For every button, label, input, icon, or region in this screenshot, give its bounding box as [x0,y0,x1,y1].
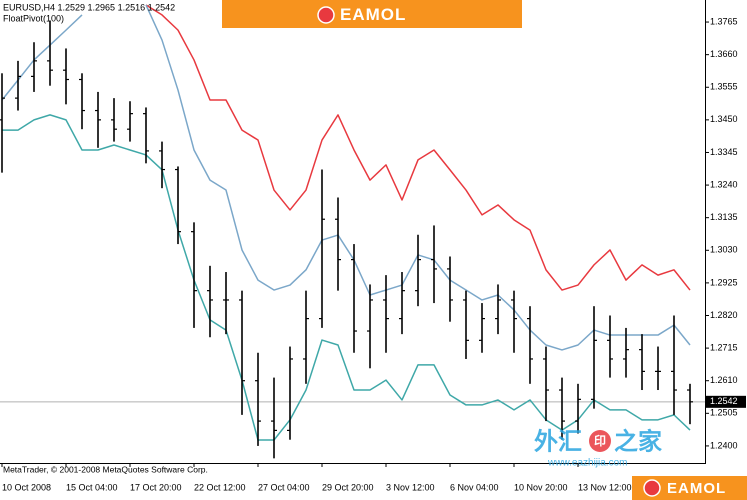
ohlc-bar [511,290,517,353]
y-tick-label: 1.3450 [710,114,738,124]
x-tick-label: 10 Oct 2008 [2,482,51,492]
y-tick-label: 1.3660 [710,49,738,59]
ohlc-bar [47,20,53,86]
indicator-name: FloatPivot(100) [3,13,64,23]
banner-logo: EAMOL [340,5,406,24]
ohlc-bar [527,306,533,384]
ohlc-bar [559,377,565,440]
ohlc-bar [127,101,133,142]
y-tick-label: 1.2715 [710,342,738,352]
ohlc-bar [143,107,149,164]
symbol-header: EURUSD,H4 1.2529 1.2965 1.2516 1.2542 [3,2,175,12]
ohlc-bar [623,327,629,378]
ohlc-bar [15,60,21,111]
y-tick-label: 1.2400 [710,440,738,450]
y-tick-label: 1.3240 [710,179,738,189]
x-tick-label: 10 Nov 20:00 [514,482,568,492]
ohlc-bar [431,225,437,304]
ohlc-bar [159,141,165,189]
seal-circle [589,430,611,452]
current-price-label: 1.2542 [710,396,738,406]
ohlc-bar [255,352,261,446]
y-tick-label: 1.3555 [710,82,738,92]
ohlc-bar [639,334,645,391]
ohlc-bar [335,197,341,291]
footer-logo-icon [643,479,661,497]
ohlc-bar [31,42,37,92]
ohlc-bar [239,290,245,415]
ohlc-bar [463,290,469,359]
watermark-left: 外汇 [534,427,582,455]
x-tick-label: 15 Oct 04:00 [66,482,118,492]
copyright: MetaTrader, © 2001-2008 MetaQuotes Softw… [3,464,208,474]
y-tick-label: 1.3765 [710,16,738,26]
ohlc-bar [447,256,453,322]
ohlc-bar [687,383,693,425]
banner-background [222,0,522,28]
y-tick-label: 1.3135 [710,212,738,222]
ohlc-bar [415,234,421,307]
watermark-right: 之家 [614,427,662,455]
ohlc-bar [95,91,101,148]
top-banner: EAMOL [222,0,522,28]
y-tick-label: 1.3345 [710,147,738,157]
ohlc-bar [207,265,213,338]
ohlc-bar [367,284,373,369]
watermark-seal: 印 [594,434,606,448]
ohlc-bar [223,272,229,335]
y-tick-label: 1.2820 [710,310,738,320]
x-tick-label: 13 Nov 12:00 [578,482,632,492]
x-tick-label: 29 Oct 20:00 [322,482,374,492]
y-tick-label: 1.2925 [710,277,738,287]
pivot-line [145,4,691,291]
ohlc-bar [655,346,661,391]
ohlc-bar [175,166,181,245]
ohlc-bar [399,272,405,335]
ohlc-bar [591,306,597,409]
ohlc-bar [303,290,309,384]
x-tick-label: 3 Nov 12:00 [386,482,435,492]
x-tick-label: 22 Oct 12:00 [194,482,246,492]
x-tick-label: 6 Nov 04:00 [450,482,499,492]
ohlc-bar [287,346,293,440]
ohlc-bar [575,383,581,434]
watermark-url: www.eazhijia.com [547,458,627,469]
y-tick-label: 1.2610 [710,375,738,385]
ohlc-bar [0,73,5,173]
plot-area [0,4,705,459]
x-tick-label: 27 Oct 04:00 [258,482,310,492]
ohlc-bar [351,244,357,353]
ohlc-bar [111,98,117,142]
footer-logo: EAMOL [667,480,726,497]
x-tick-label: 17 Oct 20:00 [130,482,182,492]
ohlc-bar [63,48,69,105]
y-tick-label: 1.2505 [710,408,738,418]
ohlc-bar [543,346,549,422]
ohlc-bar [607,315,613,378]
current-price-box [706,395,746,408]
ohlc-bar [271,377,277,459]
watermark: 外汇 印 之家 www.eazhijia.com [534,427,662,468]
ohlc-bar [383,275,389,353]
logo-icon [317,6,335,24]
pivot-line [1,14,83,101]
ohlc-bar [191,222,197,328]
ohlc-bar [671,315,677,415]
ohlc-bar [479,303,485,353]
ohlc-bar [495,284,501,335]
y-tick-label: 1.3030 [710,245,738,255]
ohlc-bar [319,169,325,328]
footer-logo-box: EAMOL [632,476,747,500]
ohlc-bar [79,73,85,130]
